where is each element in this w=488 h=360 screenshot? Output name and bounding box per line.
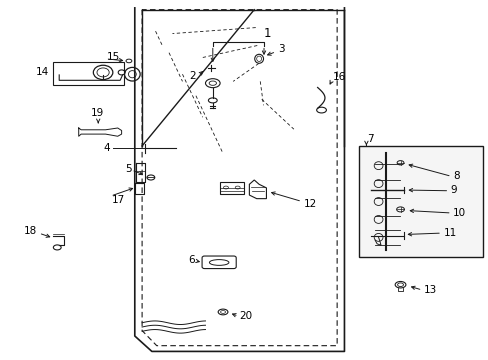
Polygon shape [249, 180, 266, 199]
Text: 15: 15 [107, 52, 120, 62]
Text: 3: 3 [277, 44, 284, 54]
Text: 6: 6 [188, 255, 194, 265]
Text: 5: 5 [124, 163, 131, 174]
Text: 9: 9 [449, 185, 456, 195]
Bar [358, 146, 483, 257]
Text: 12: 12 [304, 199, 317, 210]
Text: 11: 11 [443, 228, 456, 238]
Text: 14: 14 [36, 67, 49, 77]
Text: 10: 10 [452, 208, 466, 218]
Text: 13: 13 [423, 285, 436, 295]
Text: 17: 17 [112, 195, 125, 206]
Text: 19: 19 [91, 108, 104, 118]
Text: 1: 1 [264, 27, 271, 40]
Text: 2: 2 [189, 71, 195, 81]
Polygon shape [220, 182, 243, 194]
Text: 16: 16 [332, 72, 346, 82]
Text: 18: 18 [24, 226, 37, 236]
Text: 20: 20 [239, 311, 252, 321]
Text: 4: 4 [103, 143, 110, 153]
Bar [53, 62, 123, 85]
Text: 8: 8 [452, 171, 459, 181]
Text: 7: 7 [366, 134, 373, 144]
